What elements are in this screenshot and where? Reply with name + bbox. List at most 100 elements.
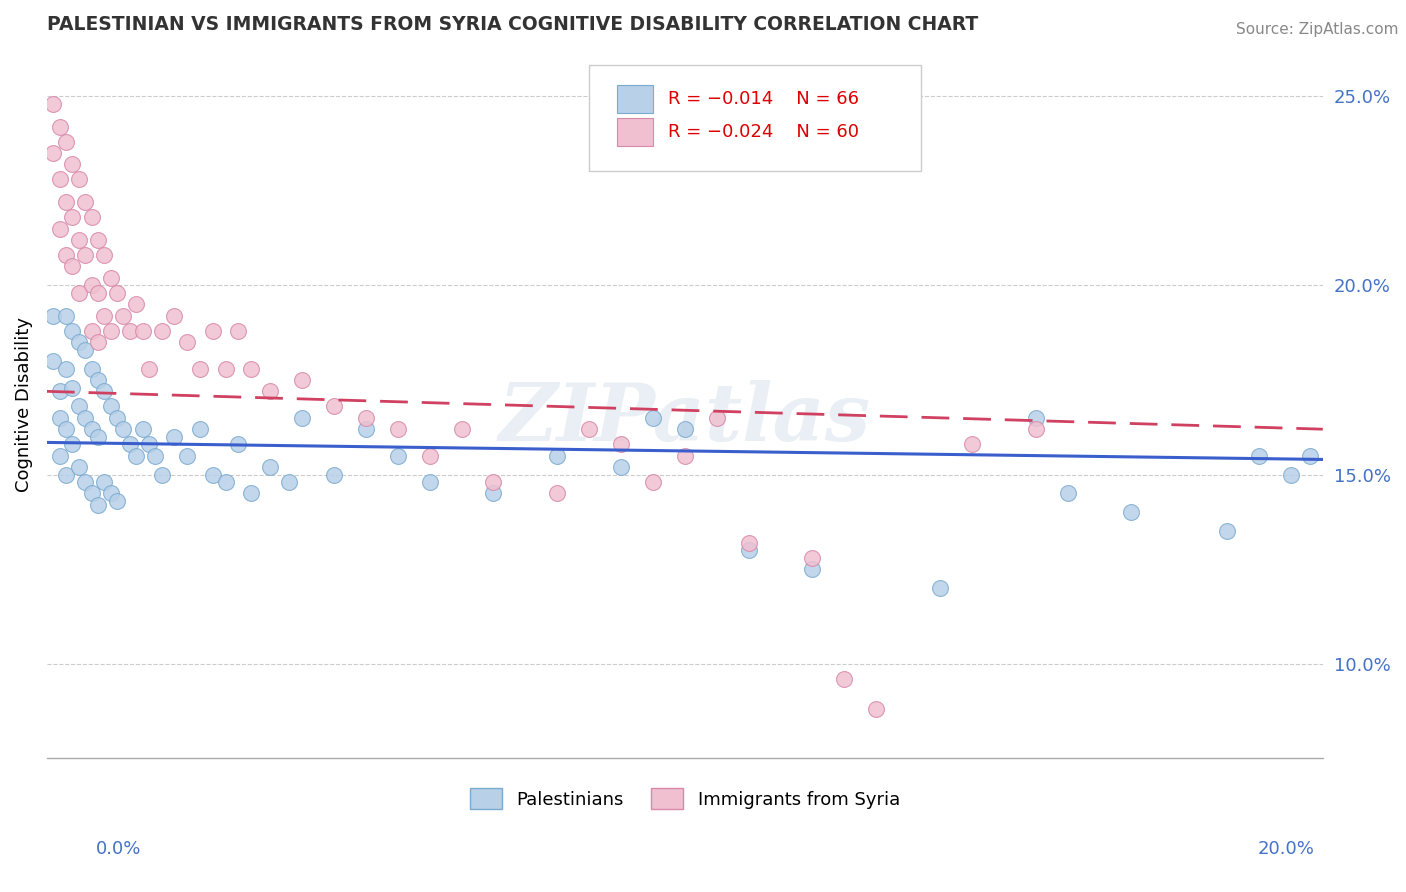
Point [138,437,160,451]
Point [42,309,65,323]
Text: 0.0%: 0.0% [96,840,141,858]
Point [100,400,122,414]
Point [93,309,115,323]
Point [42,354,65,368]
Point [546,449,568,463]
Point [60,437,83,451]
Point [131,324,153,338]
Point [150,467,173,482]
Point [55,135,77,149]
Point [291,410,314,425]
Point [48,172,70,186]
Point [87,430,110,444]
Point [737,543,759,558]
Point [100,486,122,500]
Point [67,285,90,300]
Point [100,324,122,338]
Point [546,486,568,500]
Point [131,422,153,436]
Point [100,270,122,285]
Point [75,195,97,210]
Point [87,498,110,512]
Point [75,410,97,425]
Point [673,422,696,436]
Point [80,422,103,436]
Point [834,672,856,686]
Point [354,422,377,436]
Point [87,335,110,350]
Point [214,475,236,490]
Point [125,297,148,311]
Point [929,581,952,595]
Point [42,96,65,111]
Point [80,211,103,225]
Point [387,449,409,463]
Point [42,146,65,161]
Point [201,467,224,482]
Text: R = −0.014    N = 66: R = −0.014 N = 66 [668,90,859,108]
Point [801,562,824,576]
Legend: Palestinians, Immigrants from Syria: Palestinians, Immigrants from Syria [463,781,907,816]
Point [1247,449,1270,463]
Point [450,422,472,436]
Point [143,449,166,463]
Point [578,422,600,436]
Point [112,309,135,323]
FancyBboxPatch shape [589,65,921,171]
Point [214,361,236,376]
Point [93,475,115,490]
Point [226,437,249,451]
Point [48,221,70,235]
Y-axis label: Cognitive Disability: Cognitive Disability [15,317,32,492]
Point [482,475,505,490]
Point [55,248,77,262]
Point [87,285,110,300]
Point [226,324,249,338]
Point [80,486,103,500]
Point [673,449,696,463]
Point [60,380,83,394]
Point [48,120,70,134]
Point [93,384,115,399]
Point [60,324,83,338]
Point [610,460,633,475]
Point [176,449,198,463]
Point [737,535,759,549]
Text: R = −0.024    N = 60: R = −0.024 N = 60 [668,123,859,141]
Point [125,449,148,463]
Point [67,172,90,186]
FancyBboxPatch shape [617,118,652,146]
Point [201,324,224,338]
Text: 20.0%: 20.0% [1258,840,1315,858]
Point [55,195,77,210]
Text: PALESTINIAN VS IMMIGRANTS FROM SYRIA COGNITIVE DISABILITY CORRELATION CHART: PALESTINIAN VS IMMIGRANTS FROM SYRIA COG… [46,15,979,34]
Point [80,361,103,376]
Point [801,550,824,565]
Point [55,309,77,323]
Point [1216,524,1239,539]
Point [419,449,441,463]
Point [118,324,141,338]
Point [105,494,128,508]
Point [1121,505,1143,519]
Point [163,309,186,323]
Point [865,702,887,716]
Point [482,486,505,500]
Point [48,449,70,463]
Point [163,430,186,444]
Point [118,437,141,451]
Point [80,278,103,293]
Point [60,157,83,171]
Point [259,384,281,399]
Point [240,361,263,376]
Point [706,410,728,425]
Point [176,335,198,350]
Point [1025,410,1047,425]
Point [1299,449,1322,463]
Point [323,400,346,414]
Point [419,475,441,490]
Point [93,248,115,262]
Point [67,460,90,475]
Point [323,467,346,482]
Point [60,260,83,274]
